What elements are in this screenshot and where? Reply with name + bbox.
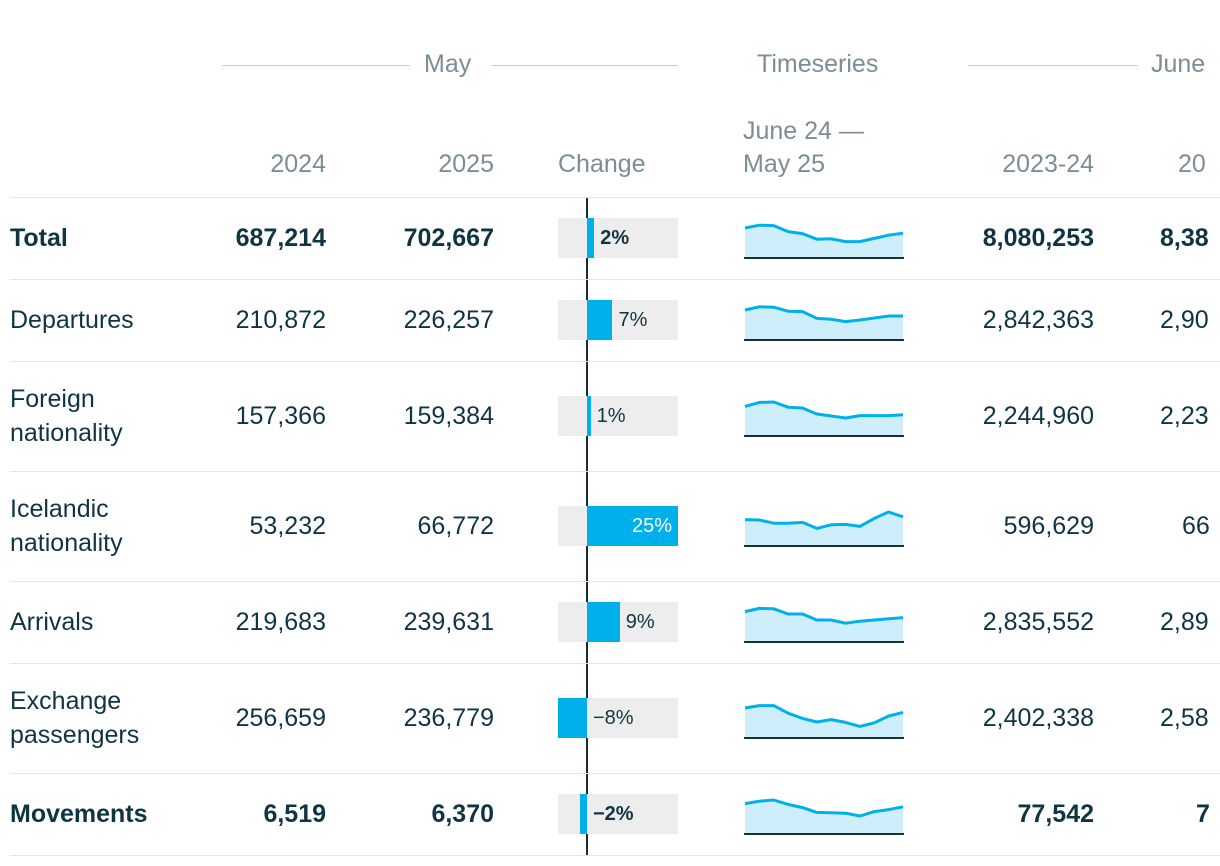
col-header-next-period: 20 (1178, 150, 1206, 178)
change-bar (587, 396, 591, 436)
timeseries-sparkline (744, 400, 904, 437)
cell-next-period: 7 (1196, 800, 1210, 828)
cell-may-2025: 66,772 (417, 512, 494, 540)
change-label: −8% (593, 707, 634, 729)
change-bar-background (558, 396, 678, 436)
sparkline-line (744, 305, 903, 324)
may-group-line-right (492, 65, 678, 66)
timeseries-group-label: Timeseries (757, 50, 879, 78)
change-bar (587, 300, 613, 340)
change-bar-background (558, 794, 678, 834)
row-label: nationality (10, 419, 123, 447)
sparkline-line (744, 798, 904, 818)
row-label: Exchange (10, 687, 122, 715)
cell-2023-24: 2,835,552 (982, 608, 1094, 636)
change-bar-background (558, 300, 678, 340)
row-label: Total (10, 224, 68, 252)
june-group-line-left (968, 65, 1138, 66)
cell-2023-24: 8,080,253 (982, 224, 1094, 252)
cell-next-period: 66 (1182, 512, 1210, 540)
sparkline-area (745, 512, 903, 546)
row-label: nationality (10, 529, 123, 557)
change-label: 1% (596, 405, 626, 427)
timeseries-sparkline (744, 606, 904, 643)
cell-next-period: 2,89 (1160, 608, 1209, 636)
change-label: 9% (625, 611, 655, 633)
cell-2023-24: 77,542 (1017, 800, 1094, 828)
timeseries-sparkline (744, 798, 904, 835)
cell-may-2024: 210,872 (235, 306, 326, 334)
cell-2023-24: 2,402,338 (982, 704, 1094, 732)
cell-may-2025: 159,384 (403, 402, 494, 430)
cell-may-2025: 236,779 (403, 704, 494, 732)
change-label: 25% (631, 515, 672, 537)
change-bar-background (558, 218, 678, 258)
header-divider (10, 197, 1220, 198)
timeseries-sparkline (744, 510, 904, 547)
row-label: passengers (10, 721, 140, 749)
cell-may-2024: 53,232 (249, 512, 326, 540)
change-bar (587, 218, 595, 258)
cell-may-2024: 6,519 (263, 800, 326, 828)
row-label: Movements (10, 800, 148, 828)
sparkline-area (745, 608, 903, 642)
cell-next-period: 8,38 (1160, 224, 1209, 252)
sparkline-area (745, 800, 903, 834)
sparkline-area (745, 306, 903, 340)
may-group-line-left (222, 65, 410, 66)
cell-next-period: 2,23 (1160, 402, 1209, 430)
row-divider (10, 663, 1220, 664)
row-divider (10, 773, 1220, 774)
sparkline-area (745, 225, 903, 258)
col-header-change: Change (558, 150, 646, 178)
col-header-timeseries-line2: May 25 (743, 150, 825, 178)
sparkline-line (744, 606, 904, 625)
cell-2023-24: 2,842,363 (982, 306, 1094, 334)
row-divider (10, 581, 1220, 582)
sparkline-area (745, 402, 903, 436)
change-label: −2% (593, 803, 634, 825)
cell-next-period: 2,58 (1160, 704, 1209, 732)
sparkline-line (744, 400, 904, 420)
cell-may-2024: 687,214 (235, 224, 326, 252)
sparkline-line (744, 510, 904, 530)
row-label: Arrivals (10, 608, 94, 636)
change-label: 2% (600, 227, 630, 249)
timeseries-sparkline (744, 223, 904, 259)
cell-2023-24: 596,629 (1003, 512, 1094, 540)
col-header-timeseries-line1: June 24 — (743, 117, 864, 145)
cell-may-2025: 239,631 (403, 608, 494, 636)
cell-may-2024: 256,659 (235, 704, 326, 732)
col-header-2023-24: 2023-24 (1002, 150, 1094, 178)
cell-may-2024: 219,683 (235, 608, 326, 636)
row-label: Departures (10, 306, 134, 334)
change-bar (587, 602, 620, 642)
cell-next-period: 2,90 (1160, 306, 1209, 334)
june-group-label: June (1151, 50, 1206, 78)
cell-may-2025: 6,370 (431, 800, 494, 828)
timeseries-sparkline (744, 305, 904, 341)
change-bar (557, 698, 587, 738)
row-label: Icelandic (10, 495, 109, 523)
change-bar (579, 794, 587, 834)
row-divider (10, 279, 1220, 280)
cell-may-2024: 157,366 (235, 402, 326, 430)
col-header-may-2025: 2025 (438, 150, 494, 178)
row-divider (10, 471, 1220, 472)
timeseries-sparkline (744, 704, 904, 739)
cell-may-2025: 226,257 (403, 306, 494, 334)
row-divider (10, 855, 1220, 856)
may-group-label: May (424, 50, 472, 78)
change-label: 7% (618, 309, 648, 331)
cell-2023-24: 2,244,960 (982, 402, 1094, 430)
sparkline-line (744, 704, 904, 728)
row-label: Foreign (10, 385, 95, 413)
change-bar (587, 506, 678, 546)
cell-may-2025: 702,667 (403, 224, 494, 252)
sparkline-line (744, 223, 904, 244)
row-divider (10, 361, 1220, 362)
col-header-may-2024: 2024 (270, 150, 326, 178)
